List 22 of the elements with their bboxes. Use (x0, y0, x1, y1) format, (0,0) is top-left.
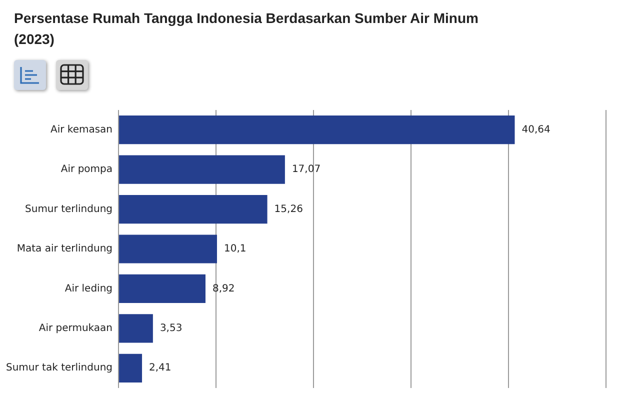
y-tick-label: Air kemasan (50, 124, 113, 136)
data-label: 3,53 (160, 323, 182, 334)
bar (119, 155, 285, 184)
bar (119, 314, 153, 343)
y-tick-label: Air permukaan (38, 323, 113, 334)
bar (119, 354, 142, 382)
data-label: 8,92 (212, 283, 235, 294)
y-tick-label: Sumur tak terlindung (6, 362, 113, 374)
data-label: 17,07 (292, 164, 321, 176)
y-tick-label: Air leding (64, 283, 113, 294)
y-tick-label: Air pompa (60, 164, 113, 176)
y-tick-label: Mata air terlindung (16, 244, 113, 255)
bar (119, 116, 515, 144)
bar (119, 274, 206, 304)
chart-title: Persentase Rumah Tangga Indonesia Berdasarkan Sumber Air Minum (2023) (14, 9, 480, 49)
data-label: 2,41 (149, 362, 172, 374)
data-label: 40,64 (522, 124, 550, 136)
bar (119, 234, 217, 264)
bar (119, 194, 268, 224)
y-tick-label: Sumur terlindung (25, 204, 113, 215)
data-label: 10,1 (224, 244, 246, 255)
data-label: 15,26 (274, 204, 303, 215)
